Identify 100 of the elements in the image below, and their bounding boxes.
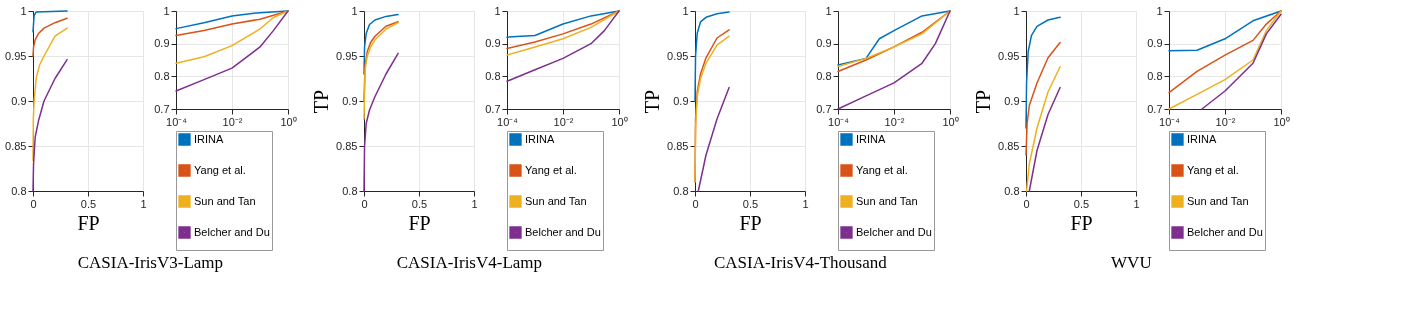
legend-label: Belcher and Du xyxy=(194,225,270,238)
y-tick-label: 0.85 xyxy=(336,139,358,152)
line-series xyxy=(32,58,68,192)
x-tick-label: 10⁰ xyxy=(611,115,628,128)
legend-label: Sun and Tan xyxy=(194,194,256,207)
x-tick-label: 10⁻² xyxy=(222,115,243,128)
y-tick-label: 0.9 xyxy=(485,37,501,50)
y-tick-label: 0.7 xyxy=(154,102,170,115)
y-tick-label: 0.9 xyxy=(816,37,832,50)
y-tick-label: 1 xyxy=(351,4,358,17)
x-tick-label: 10⁻² xyxy=(884,115,905,128)
x-tick-label: 0 xyxy=(30,197,37,210)
y-tick-label: 0.95 xyxy=(336,49,358,62)
x-tick-label: 0 xyxy=(692,197,699,210)
x-tick-label: 10⁰ xyxy=(1273,115,1290,128)
y-tick-label: 0.9 xyxy=(342,94,358,107)
y-axis-title: TP xyxy=(972,89,995,114)
x-tick-label: 10⁻² xyxy=(1215,115,1236,128)
line-series xyxy=(32,10,68,33)
legend-label: Yang et al. xyxy=(1187,163,1239,176)
x-tick-label: 0 xyxy=(361,197,368,210)
y-tick-label: 0.85 xyxy=(667,139,689,152)
x-tick-label: 0.5 xyxy=(1073,197,1090,210)
text: CASIA-IrisV4-Thousand xyxy=(713,253,888,272)
line-series xyxy=(1025,16,1061,129)
x-tick-label: 0.5 xyxy=(80,197,97,210)
x-tick-label: 1 xyxy=(471,197,478,210)
legend-label: Sun and Tan xyxy=(1187,194,1249,207)
y-tick-label: 1 xyxy=(682,4,689,17)
x-tick-label: 10⁰ xyxy=(942,115,959,128)
x-tick-label: 10⁻⁴ xyxy=(1159,115,1181,128)
x-tick-label: 1 xyxy=(802,197,809,210)
y-tick-label: 1 xyxy=(494,4,501,17)
y-tick-label: 0.95 xyxy=(5,49,27,62)
legend-label: Sun and Tan xyxy=(525,194,587,207)
line-series xyxy=(1028,86,1061,192)
line-series xyxy=(32,27,68,162)
x-tick-label: 0.5 xyxy=(742,197,759,210)
y-tick-label: 0.9 xyxy=(11,94,27,107)
y-tick-label: 0.95 xyxy=(998,49,1020,62)
y-tick-label: 0.8 xyxy=(154,69,170,82)
x-tick-label: 10⁻⁴ xyxy=(497,115,519,128)
line-series xyxy=(697,86,730,192)
y-tick-label: 0.9 xyxy=(673,94,689,107)
y-tick-label: 0.8 xyxy=(1147,69,1163,82)
line-series xyxy=(363,21,399,120)
legend-label: Yang et al. xyxy=(194,163,246,176)
y-tick-label: 1 xyxy=(20,4,27,17)
x-axis-title: FP xyxy=(77,211,100,234)
y-tick-label: 0.85 xyxy=(5,139,27,152)
y-tick-label: 0.85 xyxy=(998,139,1020,152)
y-axis-title: TP xyxy=(641,89,664,114)
y-tick-label: 0.8 xyxy=(1004,184,1020,197)
legend-label: IRINA xyxy=(525,132,555,145)
line-series xyxy=(363,52,399,192)
x-tick-label: 10⁻⁴ xyxy=(166,115,188,128)
line-series xyxy=(694,11,730,102)
legend-label: Yang et al. xyxy=(856,163,908,176)
legend-label: IRINA xyxy=(1187,132,1217,145)
y-tick-label: 0.8 xyxy=(673,184,689,197)
x-tick-label: 0 xyxy=(1023,197,1030,210)
legend-label: Sun and Tan xyxy=(856,194,918,207)
x-tick-label: 10⁰ xyxy=(280,115,297,128)
y-tick-label: 0.9 xyxy=(154,37,170,50)
y-tick-label: 0.7 xyxy=(816,102,832,115)
legend-label: Belcher and Du xyxy=(1187,225,1263,238)
legend-label: Belcher and Du xyxy=(856,225,932,238)
y-tick-label: 0.95 xyxy=(667,49,689,62)
y-axis-title: TP xyxy=(310,89,333,114)
y-tick-label: 1 xyxy=(1156,4,1163,17)
text: CASIA-IrisV4-Lamp xyxy=(396,253,543,272)
y-tick-label: 1 xyxy=(1013,4,1020,17)
y-tick-label: 0.8 xyxy=(342,184,358,197)
y-tick-label: 0.7 xyxy=(1147,102,1163,115)
x-axis-title: FP xyxy=(408,211,431,234)
text: WVU xyxy=(1111,253,1152,272)
y-tick-label: 1 xyxy=(825,4,832,17)
legend-label: Yang et al. xyxy=(525,163,577,176)
legend-label: IRINA xyxy=(194,132,224,145)
y-tick-label: 0.7 xyxy=(485,102,501,115)
y-tick-label: 0.8 xyxy=(11,184,27,197)
x-tick-label: 10⁻⁴ xyxy=(828,115,850,128)
y-tick-label: 0.9 xyxy=(1147,37,1163,50)
y-tick-label: 0.8 xyxy=(485,69,501,82)
legend-label: IRINA xyxy=(856,132,886,145)
line-series xyxy=(363,13,399,75)
y-tick-label: 0.9 xyxy=(1004,94,1020,107)
x-axis-title: FP xyxy=(739,211,762,234)
line-series xyxy=(1025,41,1061,156)
text: CASIA-IrisV3-Lamp xyxy=(77,253,224,272)
x-tick-label: 1 xyxy=(1133,197,1140,210)
line-series xyxy=(1025,66,1061,192)
x-tick-label: 0.5 xyxy=(411,197,428,210)
x-axis-title: FP xyxy=(1070,211,1093,234)
x-tick-label: 10⁻² xyxy=(553,115,574,128)
y-tick-label: 0.8 xyxy=(816,69,832,82)
line-series xyxy=(32,17,68,57)
x-tick-label: 1 xyxy=(140,197,147,210)
y-tick-label: 1 xyxy=(163,4,170,17)
legend-label: Belcher and Du xyxy=(525,225,601,238)
